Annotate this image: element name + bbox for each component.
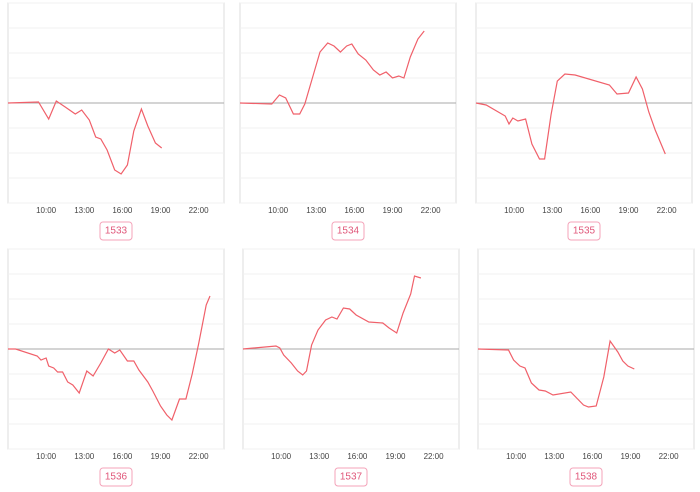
- x-tick-label: 19:00: [620, 452, 641, 461]
- x-tick-label: 19:00: [618, 206, 639, 215]
- x-tick-label: 13:00: [74, 452, 95, 461]
- x-tick-label: 19:00: [385, 452, 406, 461]
- chart-label[interactable]: 1535: [573, 226, 596, 237]
- x-tick-label: 16:00: [344, 206, 365, 215]
- label-box[interactable]: [334, 467, 368, 487]
- line: [8, 295, 211, 422]
- chart-label[interactable]: 1538: [575, 472, 598, 483]
- x-tick-label: 16:00: [112, 452, 133, 461]
- x-tick-label: 22:00: [189, 206, 210, 215]
- x-tick-label: 13:00: [306, 206, 327, 215]
- chart-label[interactable]: 1534: [337, 226, 360, 237]
- x-tick-label: 19:00: [382, 206, 403, 215]
- x-tick-label: 16:00: [580, 206, 601, 215]
- label-box[interactable]: [99, 467, 133, 487]
- line: [475, 73, 666, 160]
- x-tick-label: 16:00: [582, 452, 603, 461]
- x-tick-label: 13:00: [309, 452, 330, 461]
- x-tick-label: 22:00: [424, 452, 445, 461]
- line: [242, 275, 422, 376]
- chart-label[interactable]: 1537: [340, 472, 363, 483]
- chart-label[interactable]: 1533: [105, 226, 128, 237]
- x-tick-label: 22:00: [659, 452, 680, 461]
- x-tick-label: 10:00: [504, 206, 525, 215]
- x-tick-label: 22:00: [657, 206, 678, 215]
- x-tick-label: 10:00: [36, 206, 57, 215]
- x-tick-label: 19:00: [150, 452, 171, 461]
- line: [7, 100, 163, 175]
- x-tick-label: 10:00: [268, 206, 289, 215]
- x-tick-label: 16:00: [347, 452, 368, 461]
- x-tick-label: 22:00: [189, 452, 210, 461]
- line: [477, 339, 635, 408]
- x-tick-label: 22:00: [421, 206, 442, 215]
- label-box[interactable]: [569, 467, 603, 487]
- x-tick-label: 16:00: [112, 206, 133, 215]
- chart-label[interactable]: 1536: [105, 472, 128, 483]
- x-tick-label: 13:00: [74, 206, 95, 215]
- label-box[interactable]: [567, 221, 601, 241]
- label-box[interactable]: [331, 221, 365, 241]
- x-tick-label: 13:00: [544, 452, 565, 461]
- x-tick-label: 10:00: [271, 452, 292, 461]
- x-tick-label: 19:00: [150, 206, 171, 215]
- line: [239, 30, 425, 115]
- x-tick-label: 10:00: [36, 452, 57, 461]
- x-tick-label: 10:00: [506, 452, 527, 461]
- x-tick-label: 13:00: [542, 206, 563, 215]
- label-box[interactable]: [99, 221, 133, 241]
